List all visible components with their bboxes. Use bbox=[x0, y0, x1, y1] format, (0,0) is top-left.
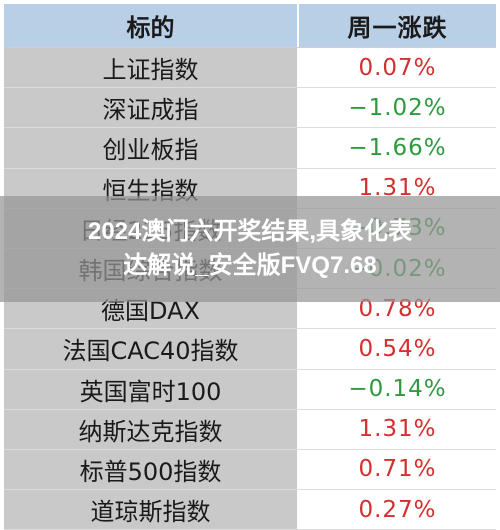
index-change: 0.71% bbox=[299, 449, 496, 490]
index-change: 0.27% bbox=[299, 490, 496, 530]
table-row: 纳斯达克指数 1.31% bbox=[4, 409, 496, 450]
index-change: −1.66% bbox=[299, 128, 496, 168]
table-row: 法国CAC40指数 0.54% bbox=[4, 329, 496, 370]
index-name: 深证成指 bbox=[4, 88, 299, 128]
index-name: 法国CAC40指数 bbox=[4, 329, 299, 369]
table-row: 标普500指数 0.71% bbox=[4, 449, 496, 491]
overlay-title-line-1: 2024澳门六开奖结果,具象化表 bbox=[87, 218, 413, 245]
index-change: 0.07% bbox=[299, 48, 496, 88]
index-change: −0.14% bbox=[299, 369, 496, 409]
table-header-row: 标的 周一涨跌 bbox=[4, 4, 496, 48]
index-name: 创业板指 bbox=[4, 128, 299, 168]
table-row: 创业板指 −1.66% bbox=[4, 128, 496, 169]
header-name: 标的 bbox=[4, 4, 299, 47]
index-name: 道琼斯指数 bbox=[4, 490, 299, 530]
index-change: 0.54% bbox=[299, 329, 496, 369]
index-change: −1.02% bbox=[299, 88, 496, 128]
table-row: 上证指数 0.07% bbox=[4, 48, 496, 89]
index-name: 上证指数 bbox=[4, 48, 299, 88]
title-overlay: 2024澳门六开奖结果,具象化表 达解说_安全版FVQ7.68 bbox=[0, 196, 500, 302]
table-row: 英国富时100 −0.14% bbox=[4, 369, 496, 410]
table-row: 深证成指 −1.02% bbox=[4, 88, 496, 129]
index-name: 纳斯达克指数 bbox=[4, 409, 299, 449]
header-change: 周一涨跌 bbox=[299, 4, 496, 47]
market-change-table: 标的 周一涨跌 上证指数 0.07% 深证成指 −1.02% 创业板指 −1.66% 恒生指… bbox=[4, 4, 496, 530]
index-name: 标普500指数 bbox=[4, 449, 299, 490]
index-change: 1.31% bbox=[299, 409, 496, 449]
table-row: 道琼斯指数 0.27% bbox=[4, 490, 496, 530]
overlay-title-line-2: 达解说_安全版FVQ7.68 bbox=[123, 252, 377, 279]
index-name: 英国富时100 bbox=[4, 369, 299, 409]
